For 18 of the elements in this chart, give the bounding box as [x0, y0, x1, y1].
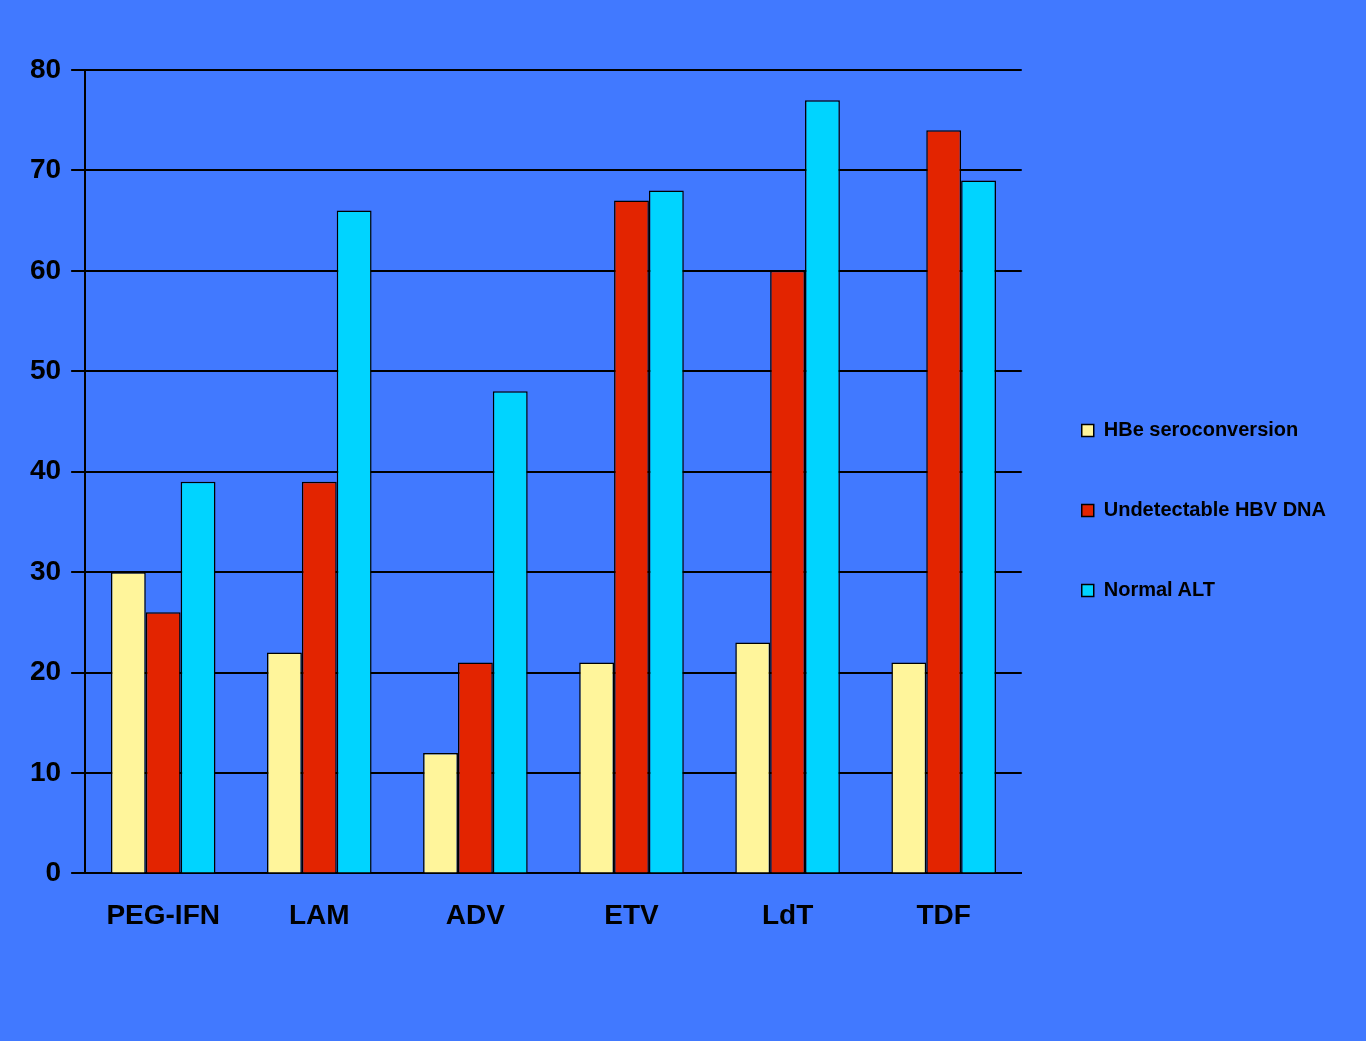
- x-tick-label: ETV: [604, 898, 660, 930]
- x-tick-label: LdT: [761, 898, 814, 930]
- y-tick-label: 60: [29, 253, 62, 285]
- y-tick-label: 20: [29, 655, 62, 687]
- x-tick-label: PEG-IFN: [106, 898, 220, 930]
- y-tick-label: 0: [45, 856, 62, 888]
- y-tick-label: 80: [29, 52, 62, 84]
- y-tick-label: 30: [29, 554, 62, 586]
- y-tick-label: 50: [29, 353, 62, 385]
- legend-label: HBe seroconversion: [1103, 418, 1299, 441]
- y-tick-label: 40: [29, 454, 62, 486]
- legend-label: Normal ALT: [1103, 578, 1215, 601]
- y-tick-label: 10: [29, 755, 62, 787]
- y-tick-label: 70: [29, 153, 62, 185]
- x-tick-label: TDF: [916, 898, 971, 930]
- x-tick-label: ADV: [445, 898, 506, 930]
- legend-label: Undetectable HBV DNA: [1103, 498, 1327, 521]
- x-tick-label: LAM: [288, 898, 350, 930]
